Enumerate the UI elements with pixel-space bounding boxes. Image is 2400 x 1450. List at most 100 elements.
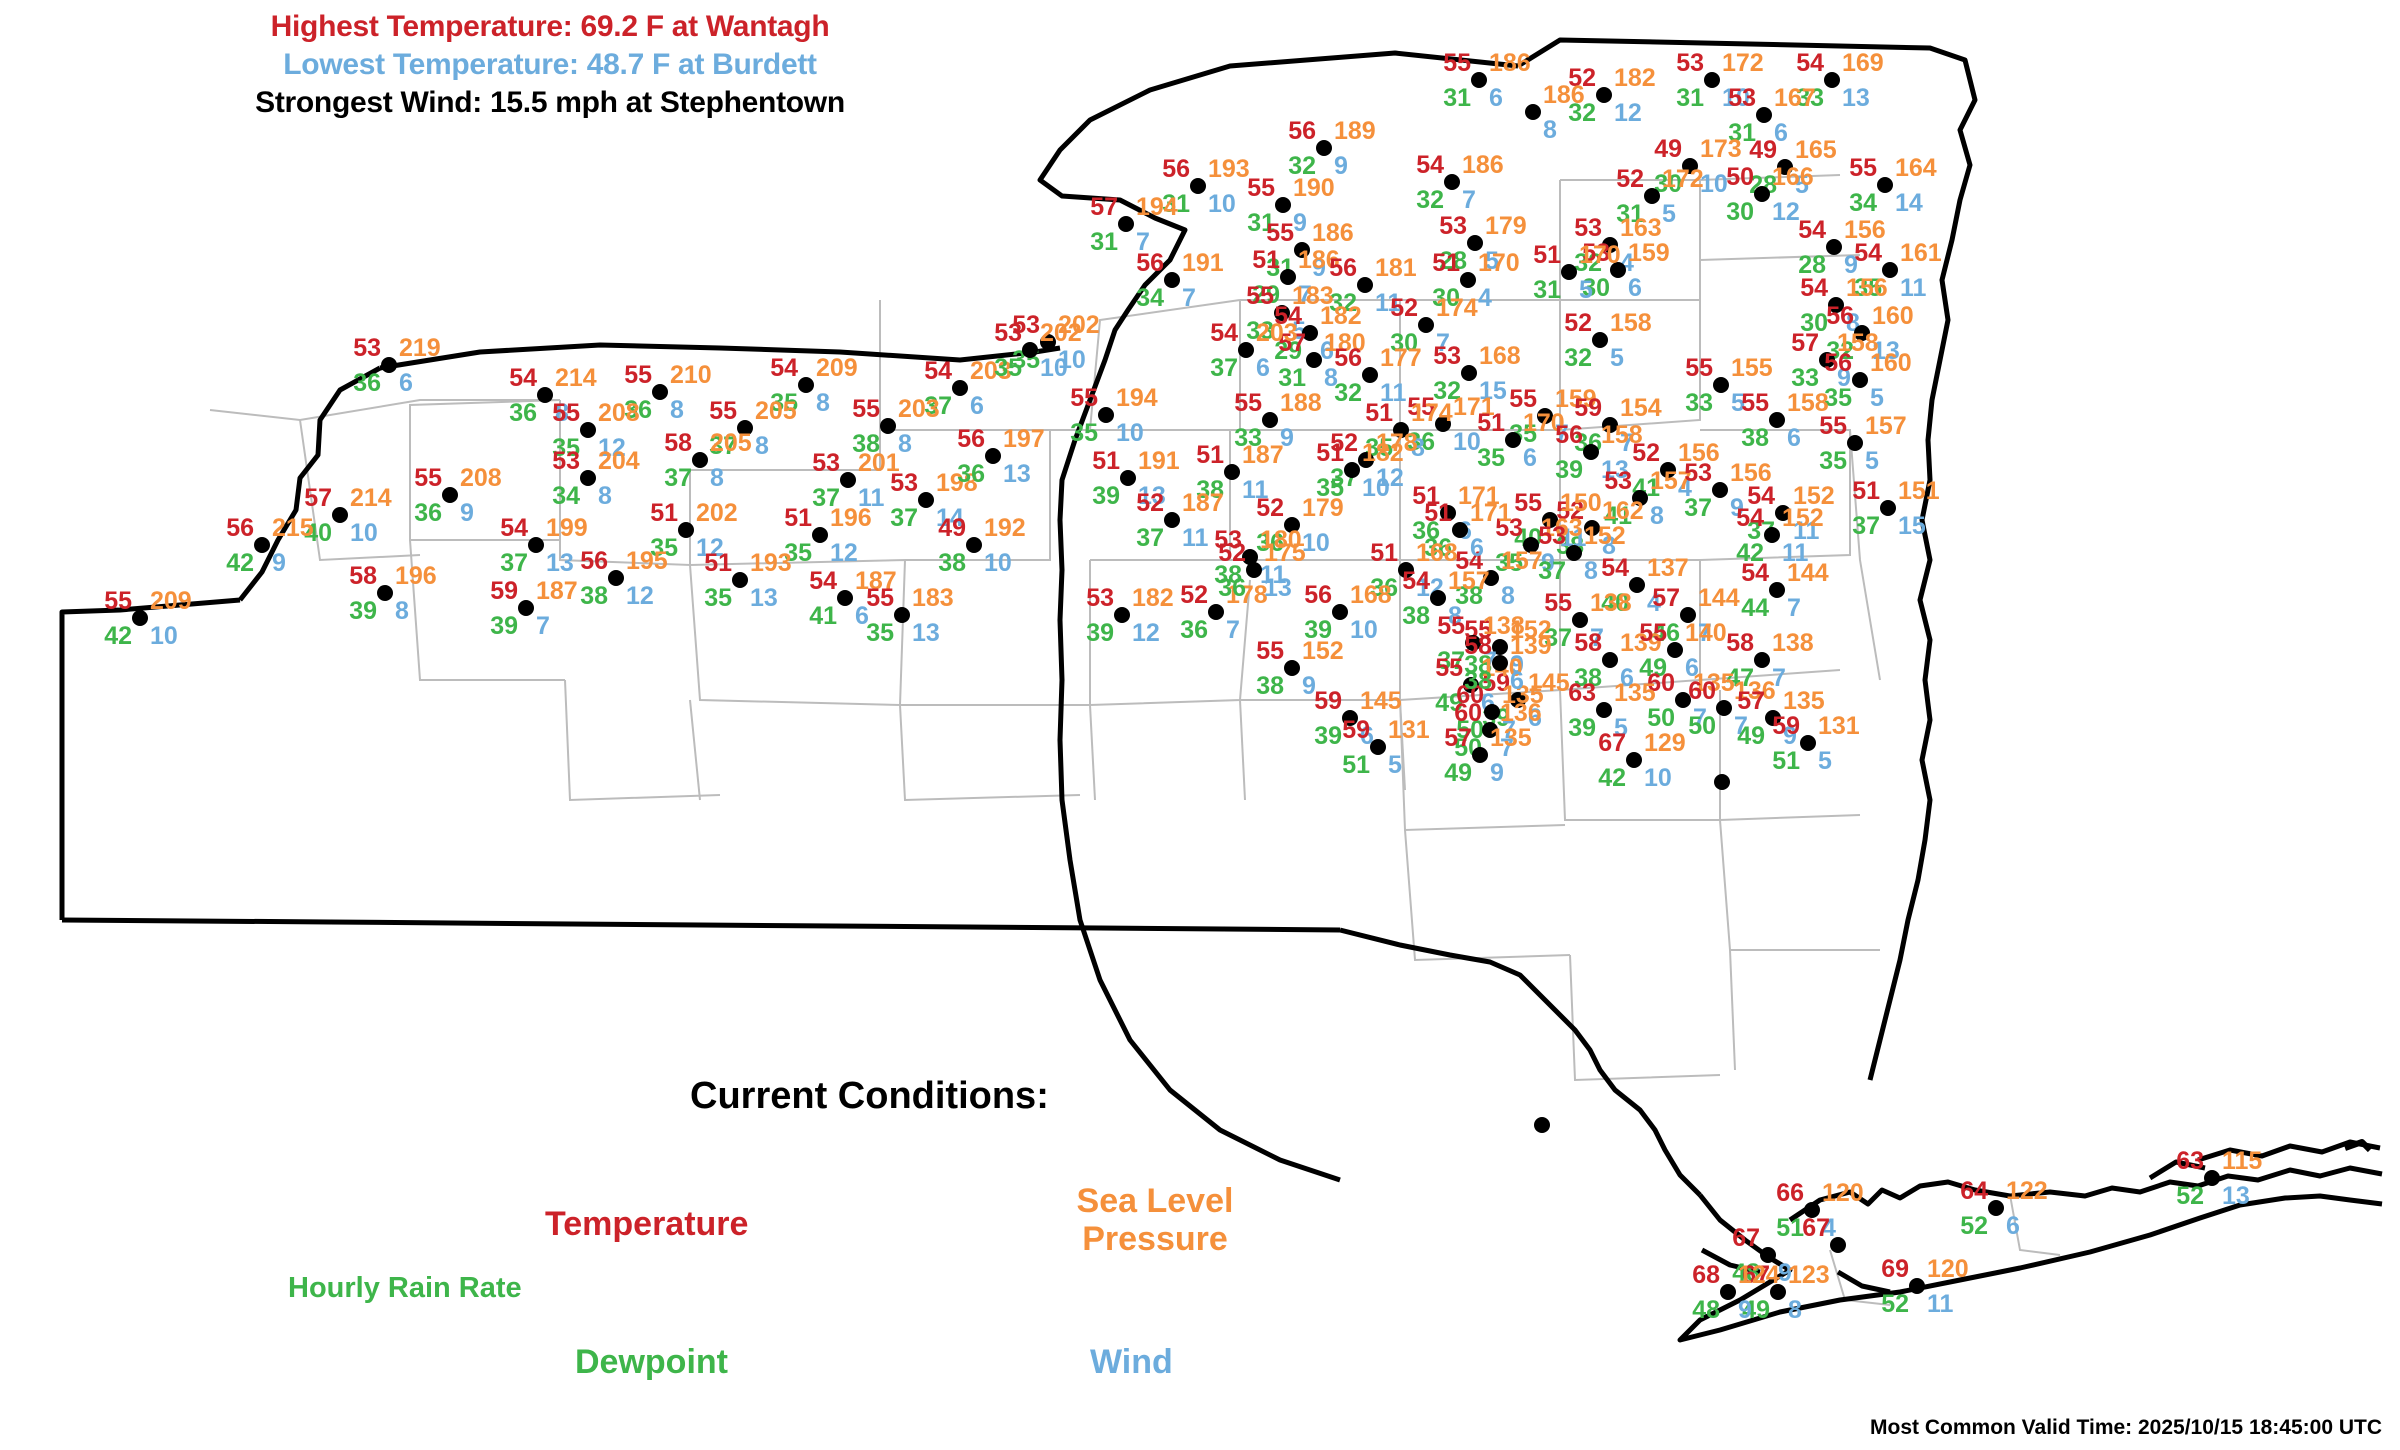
station-temperature: 52 bbox=[1564, 309, 1592, 337]
station-marker-dot bbox=[952, 380, 968, 396]
station-wind: 8 bbox=[710, 464, 724, 492]
station-marker-dot bbox=[1505, 432, 1521, 448]
station-wind: 6 bbox=[1510, 667, 1524, 695]
station-wind: 7 bbox=[1462, 186, 1476, 214]
station-temperature: 51 bbox=[1424, 499, 1452, 527]
station-sea-level-pressure: 120 bbox=[1927, 1255, 1969, 1283]
station-temperature: 53 bbox=[1574, 214, 1602, 242]
station-marker-dot bbox=[1754, 186, 1770, 202]
station-marker-dot bbox=[1224, 464, 1240, 480]
station-dewpoint: 35 bbox=[552, 434, 580, 462]
station-marker-dot bbox=[1483, 570, 1499, 586]
station-dewpoint: 51 bbox=[1342, 751, 1370, 779]
station-dewpoint: 31 bbox=[1090, 228, 1118, 256]
station-sea-level-pressure: 156 bbox=[1678, 439, 1720, 467]
station-temperature: 56 bbox=[226, 514, 254, 542]
station-temperature: 55 bbox=[414, 464, 442, 492]
station-temperature: 56 bbox=[1329, 254, 1357, 282]
station-sea-level-pressure: 131 bbox=[1388, 716, 1430, 744]
station-wind: 10 bbox=[1208, 190, 1236, 218]
station-wind: 6 bbox=[1256, 354, 1270, 382]
station-wind: 8 bbox=[670, 396, 684, 424]
station-marker-dot bbox=[1534, 1117, 1550, 1133]
station-temperature: 63 bbox=[2176, 1147, 2204, 1175]
station-wind: 5 bbox=[1865, 447, 1879, 475]
station-sea-level-pressure: 160 bbox=[1872, 302, 1914, 330]
county-boundaries bbox=[209, 174, 2061, 1306]
station-marker-dot bbox=[1712, 482, 1728, 498]
station-sea-level-pressure: 140 bbox=[1685, 619, 1727, 647]
station-dewpoint: 38 bbox=[1464, 667, 1492, 695]
station-dewpoint: 36 bbox=[1424, 534, 1452, 562]
legend-slp-line1: Sea Level bbox=[1076, 1182, 1234, 1220]
station-marker-dot bbox=[1246, 562, 1262, 578]
station-marker-dot bbox=[1602, 652, 1618, 668]
station-wind: 9 bbox=[460, 499, 474, 527]
station-temperature: 58 bbox=[349, 562, 377, 590]
station-wind: 9 bbox=[1837, 364, 1851, 392]
station-marker-dot bbox=[1208, 604, 1224, 620]
station-temperature: 53 bbox=[994, 319, 1022, 347]
station-sea-level-pressure: 178 bbox=[1376, 429, 1418, 457]
station-wind: 11 bbox=[1927, 1290, 1954, 1318]
station-temperature: 54 bbox=[509, 364, 537, 392]
station-temperature: 60 bbox=[1454, 699, 1482, 727]
station-dewpoint: 28 bbox=[1439, 247, 1467, 275]
station-temperature: 49 bbox=[938, 514, 966, 542]
station-wind: 5 bbox=[1870, 384, 1884, 412]
station-temperature: 50 bbox=[1726, 163, 1754, 191]
station-sea-level-pressure: 196 bbox=[830, 504, 872, 532]
station-marker-dot bbox=[1765, 710, 1781, 726]
station-temperature: 66 bbox=[1776, 1179, 1804, 1207]
station-wind: 12 bbox=[1376, 464, 1404, 492]
station-marker-dot bbox=[1398, 562, 1414, 578]
station-dewpoint: 41 bbox=[1604, 502, 1632, 530]
station-dewpoint: 38 bbox=[852, 430, 880, 458]
station-sea-level-pressure: 180 bbox=[1324, 329, 1366, 357]
station-wind: 12 bbox=[626, 582, 654, 610]
station-temperature: 56 bbox=[957, 425, 985, 453]
station-marker-dot bbox=[1465, 635, 1481, 651]
station-wind: 4 bbox=[1647, 589, 1661, 617]
station-temperature: 51 bbox=[1365, 399, 1393, 427]
station-wind: 7 bbox=[1502, 716, 1516, 744]
station-marker-dot bbox=[1393, 422, 1409, 438]
station-sea-level-pressure: 170 bbox=[1523, 409, 1565, 437]
station-temperature: 53 bbox=[1582, 239, 1610, 267]
station-sea-level-pressure: 122 bbox=[2006, 1177, 2048, 1205]
station-wind: 11 bbox=[1793, 517, 1820, 545]
station-dewpoint: 33 bbox=[1234, 424, 1262, 452]
station-sea-level-pressure: 203 bbox=[1256, 319, 1298, 347]
station-dewpoint: 40 bbox=[304, 519, 332, 547]
station-wind: 12 bbox=[1132, 619, 1160, 647]
station-temperature: 52 bbox=[1556, 497, 1584, 525]
station-sea-level-pressure: 181 bbox=[1375, 254, 1417, 282]
station-dewpoint: 37 bbox=[1538, 557, 1566, 585]
station-dewpoint: 35 bbox=[994, 354, 1022, 382]
station-sea-level-pressure: 159 bbox=[1628, 239, 1670, 267]
station-temperature: 51 bbox=[784, 504, 812, 532]
station-marker-dot bbox=[1572, 612, 1588, 628]
station-marker-dot bbox=[1804, 1202, 1820, 1218]
station-sea-level-pressure: 201 bbox=[858, 449, 900, 477]
station-temperature: 57 bbox=[304, 484, 332, 512]
station-wind: 6 bbox=[1628, 274, 1642, 302]
station-temperature: 55 bbox=[1544, 589, 1572, 617]
station-wind: 11 bbox=[1182, 524, 1209, 552]
station-wind: 8 bbox=[1584, 557, 1598, 585]
station-dewpoint: 46 bbox=[1652, 619, 1680, 647]
station-marker-dot bbox=[1675, 692, 1691, 708]
station-marker-dot bbox=[1882, 262, 1898, 278]
station-sea-level-pressure: 152 bbox=[1793, 482, 1835, 510]
station-dewpoint: 34 bbox=[552, 482, 580, 510]
station-temperature: 55 bbox=[1246, 282, 1274, 310]
station-temperature: 53 bbox=[1684, 459, 1712, 487]
station-wind: 7 bbox=[1734, 712, 1748, 740]
station-marker-dot bbox=[580, 470, 596, 486]
station-marker-dot bbox=[1242, 549, 1258, 565]
station-temperature: 54 bbox=[1601, 554, 1629, 582]
station-sea-level-pressure: 202 bbox=[1040, 319, 1082, 347]
station-temperature: 54 bbox=[1455, 547, 1483, 575]
station-wind: 13 bbox=[2222, 1182, 2250, 1210]
station-wind: 6 bbox=[1620, 664, 1634, 692]
